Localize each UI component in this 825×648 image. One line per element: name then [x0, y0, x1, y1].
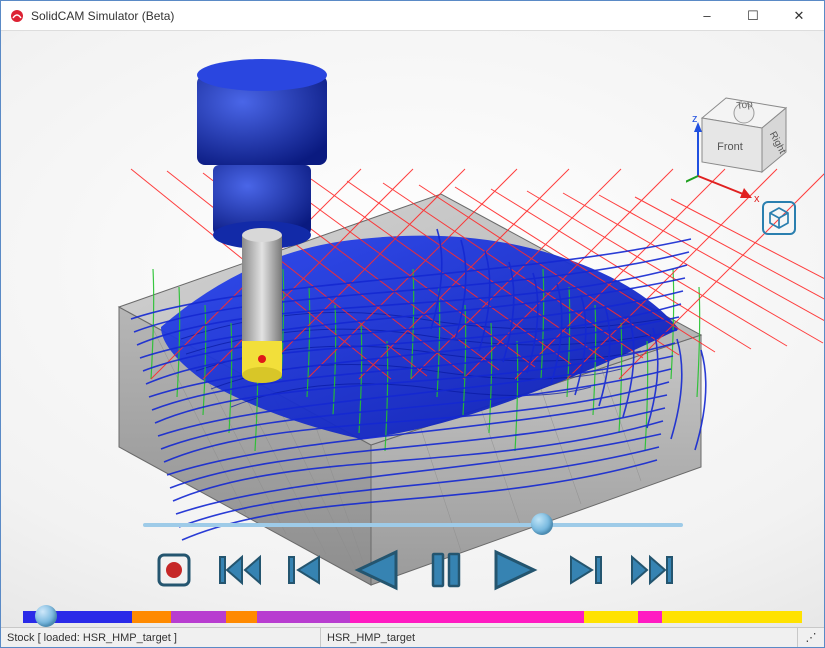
playback-controls — [150, 547, 676, 593]
window-title: SolidCAM Simulator (Beta) — [31, 9, 684, 23]
skip-end-button[interactable] — [628, 550, 676, 590]
play-forward-button[interactable] — [488, 547, 544, 593]
view-mode-button[interactable] — [762, 201, 796, 235]
timeline-segment[interactable] — [638, 611, 661, 623]
step-back-button[interactable] — [282, 550, 330, 590]
viewcube-top-label: Top — [736, 99, 754, 112]
record-button[interactable] — [150, 550, 198, 590]
app-icon — [9, 8, 25, 24]
minimize-button[interactable]: – — [684, 2, 730, 30]
timeline-segment[interactable] — [132, 611, 171, 623]
operation-timeline[interactable] — [23, 611, 802, 623]
skip-start-button[interactable] — [216, 550, 264, 590]
window-buttons: – ☐ ✕ — [684, 2, 822, 30]
progress-thumb[interactable] — [531, 513, 553, 535]
app-window: SolidCAM Simulator (Beta) – ☐ ✕ — [0, 0, 825, 648]
timeline-segment[interactable] — [662, 611, 802, 623]
axis-z-label: z — [692, 113, 698, 125]
timeline-segment[interactable] — [350, 611, 584, 623]
axis-x-label: x — [754, 193, 760, 205]
view-cube[interactable]: Top Front Right z x — [686, 86, 806, 196]
status-operation: HSR_HMP_target — [321, 628, 798, 647]
timeline-segment[interactable] — [257, 611, 350, 623]
timeline-segment[interactable] — [171, 611, 226, 623]
progress-slider[interactable] — [143, 523, 683, 527]
play-reverse-button[interactable] — [348, 547, 404, 593]
titlebar: SolidCAM Simulator (Beta) – ☐ ✕ — [1, 1, 824, 31]
close-button[interactable]: ✕ — [776, 2, 822, 30]
timeline-segment[interactable] — [226, 611, 257, 623]
status-stock: Stock [ loaded: HSR_HMP_target ] — [1, 628, 321, 647]
maximize-button[interactable]: ☐ — [730, 2, 776, 30]
step-forward-button[interactable] — [562, 550, 610, 590]
pause-button[interactable] — [422, 550, 470, 590]
status-bar: Stock [ loaded: HSR_HMP_target ] HSR_HMP… — [1, 627, 824, 647]
viewport-3d[interactable]: Top Front Right z x — [1, 31, 824, 627]
timeline-segment[interactable] — [584, 611, 639, 623]
resize-grip[interactable]: ⋰ — [798, 628, 824, 647]
viewcube-front-label: Front — [717, 141, 743, 153]
